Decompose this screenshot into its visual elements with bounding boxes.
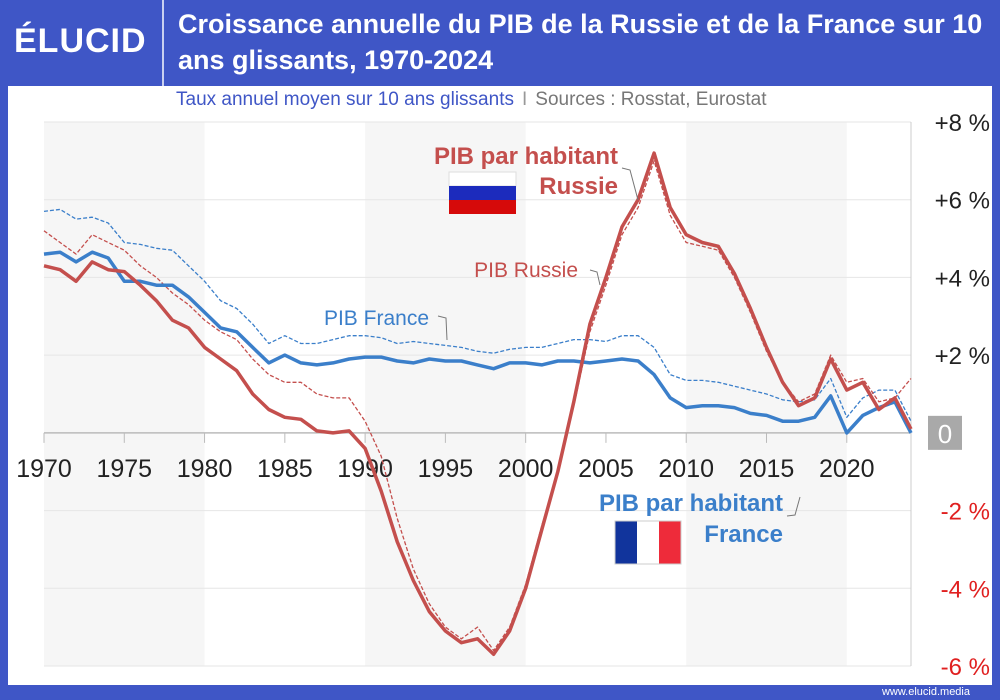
y-tick-label: -4 % — [941, 576, 990, 603]
chart-subtitle: Taux annuel moyen sur 10 ans glissants I S… — [176, 89, 767, 111]
annotation-russia-pc: PIB par habitant — [434, 143, 618, 170]
footer-url[interactable]: www.elucid.media — [881, 686, 970, 698]
x-tick-label: 1990 — [337, 455, 393, 483]
leader-russia-pc — [621, 167, 639, 201]
france-flag-icon — [615, 521, 637, 564]
annotation-france-pc: PIB par habitant — [599, 490, 783, 517]
russia-flag-icon — [449, 200, 516, 214]
zero-label-box — [928, 415, 962, 450]
russia-flag-icon — [449, 186, 516, 200]
annotation-france-pc: France — [704, 521, 783, 548]
y-tick-label: +6 % — [935, 188, 990, 215]
header: ÉLUCID Croissance annuelle du PIB de la … — [0, 0, 1000, 86]
elucid-logo: ÉLUCID — [14, 22, 147, 60]
annotation-russia-pc: Russie — [539, 173, 618, 200]
decade-band — [44, 122, 205, 666]
leader-russia-gdp — [589, 269, 601, 286]
header-divider — [162, 0, 164, 86]
leader-france-gdp — [437, 315, 448, 341]
annotation-france-gdp: PIB France — [324, 307, 429, 330]
y-tick-label: -2 % — [941, 499, 990, 526]
y-tick-label: +8 % — [935, 110, 990, 137]
x-tick-label: 1970 — [16, 455, 72, 483]
y-tick-label: 0 — [938, 419, 952, 449]
annotation-russia-gdp: PIB Russie — [474, 259, 578, 282]
x-tick-label: 2020 — [819, 455, 875, 483]
x-tick-label: 1995 — [418, 455, 474, 483]
x-tick-label: 2000 — [498, 455, 554, 483]
sources-text: Sources : Rosstat, Eurostat — [535, 89, 767, 110]
series-line-pib-par-habitant-russie — [43, 151, 913, 657]
series-line-pib-france — [43, 208, 912, 422]
y-tick-label: +4 % — [935, 265, 990, 292]
subtitle-separator: I — [521, 89, 528, 110]
y-tick-label: -6 % — [941, 654, 990, 681]
x-tick-label: 1985 — [257, 455, 313, 483]
y-tick-label: +2 % — [935, 343, 990, 370]
france-flag-icon — [637, 521, 659, 564]
x-tick-label: 1975 — [96, 455, 152, 483]
series-line-pib-par-habitant-france — [43, 250, 913, 435]
france-flag-icon — [659, 521, 681, 564]
x-tick-label: 2005 — [578, 455, 634, 483]
subtitle-text: Taux annuel moyen sur 10 ans glissants — [176, 89, 514, 110]
x-tick-label: 1980 — [177, 455, 233, 483]
leader-france-pc — [786, 496, 801, 517]
chart-title: Croissance annuelle du PIB de la Russie … — [178, 9, 983, 75]
x-tick-label: 2010 — [658, 455, 714, 483]
russia-flag-icon — [448, 171, 517, 187]
x-tick-label: 2015 — [739, 455, 795, 483]
france-flag-icon — [614, 520, 682, 565]
